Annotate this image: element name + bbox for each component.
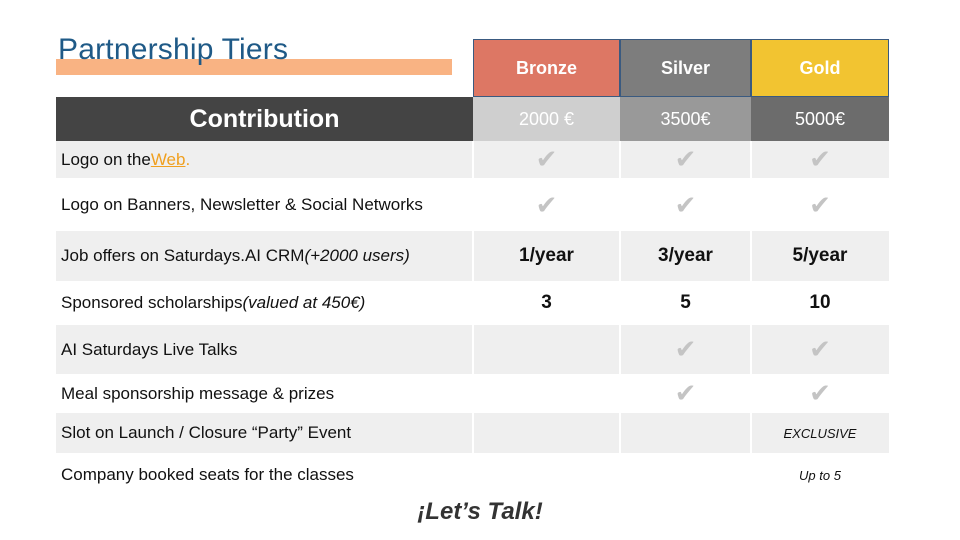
- row-job-offers-silver: 3/year: [658, 245, 713, 266]
- row-party-gold: EXCLUSIVE: [783, 425, 857, 441]
- row-label-banners: Logo on Banners, Newsletter & Social Net…: [61, 195, 423, 214]
- contribution-label: Contribution: [56, 97, 473, 141]
- row-note: (valued at 450€): [242, 293, 366, 312]
- row-label-text: Logo on the: [61, 149, 151, 169]
- row-scholarships-bronze: 3: [541, 292, 552, 313]
- price-bronze: 2000 €: [473, 97, 620, 141]
- price-gold: 5000€: [751, 97, 889, 141]
- row-scholarships-silver: 5: [680, 292, 691, 313]
- row-live-talks-silver: ✔: [620, 325, 751, 374]
- column-divider: [750, 141, 752, 453]
- checkmark-icon: ✔: [809, 334, 831, 364]
- checkmark-icon: ✔: [809, 144, 831, 174]
- row-banners-gold: ✔: [751, 182, 889, 228]
- row-label-text: Job offers on Saturdays.AI CRM: [61, 246, 305, 265]
- checkmark-icon: ✔: [674, 144, 697, 174]
- title-underline: [56, 59, 452, 75]
- row-label-meal: Meal sponsorship message & prizes: [61, 383, 335, 403]
- tier-name-gold: Gold: [799, 57, 841, 78]
- checkmark-icon: ✔: [535, 144, 558, 174]
- checkmark-icon: ✔: [809, 189, 831, 220]
- row-live-talks-gold: ✔: [751, 325, 889, 374]
- tier-header-gold: Gold: [751, 39, 889, 97]
- column-divider: [472, 141, 474, 453]
- checkmark-icon: ✔: [674, 334, 697, 364]
- tier-header-bronze: Bronze: [473, 39, 620, 97]
- row-meal-silver: ✔: [620, 374, 751, 413]
- row-label-job-offers: Job offers on Saturdays.AI CRM (+2000 us…: [61, 231, 410, 281]
- checkmark-icon: ✔: [674, 189, 697, 220]
- row-seats-bronze: [473, 455, 620, 495]
- row-meal-bronze: [473, 374, 620, 413]
- row-note: (+2000 users): [304, 246, 410, 265]
- row-party-bronze: [473, 413, 620, 453]
- page-title: Partnership Tiers: [58, 33, 289, 66]
- tier-name-bronze: Bronze: [515, 57, 577, 78]
- row-seats-silver: [620, 455, 751, 495]
- tier-header-silver: Silver: [620, 39, 751, 97]
- row-meal-gold: ✔: [751, 374, 889, 413]
- row-label-booked-seats: Company booked seats for the classes: [61, 465, 354, 484]
- column-divider: [619, 141, 621, 453]
- row-label-scholarships: Sponsored scholarships (valued at 450€): [61, 281, 365, 325]
- row-scholarships-gold: 10: [809, 292, 831, 313]
- link-suffix: .: [185, 149, 191, 169]
- row-label-logo-web: Logo on the Web.: [61, 141, 190, 178]
- row-seats-gold: Up to 5: [799, 467, 841, 483]
- price-silver: 3500€: [620, 97, 751, 141]
- row-label-live-talks: AI Saturdays Live Talks: [61, 339, 238, 359]
- checkmark-icon: ✔: [674, 378, 697, 408]
- row-logo-web-bronze: ✔: [473, 141, 620, 178]
- web-link[interactable]: Web: [150, 149, 186, 169]
- row-logo-web-silver: ✔: [620, 141, 751, 178]
- checkmark-icon: ✔: [809, 378, 831, 408]
- row-banners-silver: ✔: [620, 182, 751, 228]
- row-label-text: Sponsored scholarships: [61, 293, 243, 312]
- row-label-party-event: Slot on Launch / Closure “Party” Event: [61, 423, 352, 442]
- row-banners-bronze: ✔: [473, 182, 620, 228]
- row-job-offers-gold: 5/year: [792, 245, 848, 266]
- row-logo-web-gold: ✔: [751, 141, 889, 178]
- lets-talk-callout: ¡Let’s Talk!: [417, 498, 543, 525]
- row-job-offers-bronze: 1/year: [519, 245, 574, 266]
- row-party-silver: [620, 413, 751, 453]
- tier-name-silver: Silver: [660, 57, 711, 78]
- checkmark-icon: ✔: [535, 189, 558, 220]
- row-live-talks-bronze: [473, 325, 620, 374]
